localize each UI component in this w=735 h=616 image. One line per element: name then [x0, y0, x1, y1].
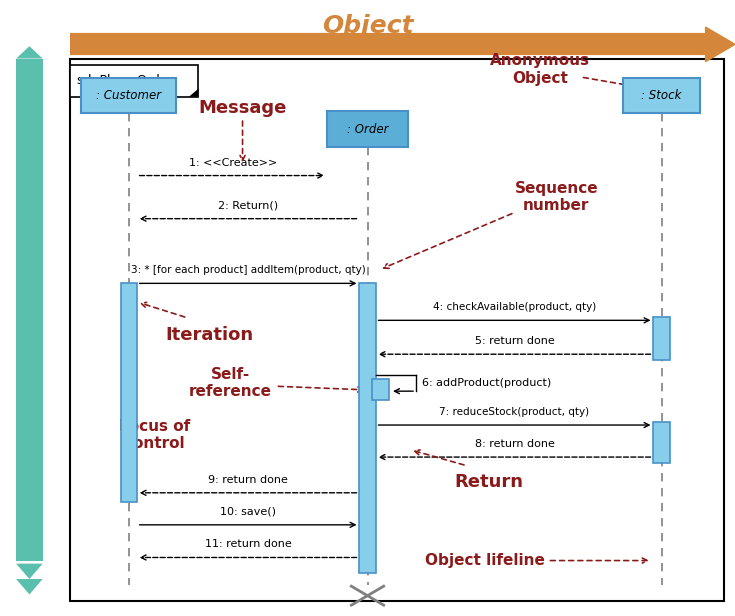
Text: Anonymous
Object: Anonymous Object	[490, 54, 590, 86]
Polygon shape	[706, 27, 735, 62]
Text: : Customer: : Customer	[96, 89, 161, 102]
FancyBboxPatch shape	[653, 422, 670, 463]
Text: 3: * [for each product] addItem(product, qty): 3: * [for each product] addItem(product,…	[131, 265, 365, 275]
FancyBboxPatch shape	[327, 111, 408, 147]
Polygon shape	[189, 89, 198, 97]
FancyBboxPatch shape	[373, 379, 389, 400]
Text: 6: addProduct(product): 6: addProduct(product)	[422, 378, 551, 388]
Text: 11: return done: 11: return done	[204, 540, 292, 549]
Text: 9: return done: 9: return done	[208, 475, 288, 485]
Text: 7: reduceStock(product, qty): 7: reduceStock(product, qty)	[440, 407, 589, 417]
FancyBboxPatch shape	[81, 78, 176, 113]
Text: 1: <<Create>>: 1: <<Create>>	[189, 158, 278, 168]
FancyBboxPatch shape	[70, 59, 724, 601]
Text: 8: return done: 8: return done	[475, 439, 554, 449]
Polygon shape	[16, 564, 43, 579]
Text: Return: Return	[454, 473, 523, 491]
Polygon shape	[16, 46, 43, 59]
Text: sd  Place Order: sd Place Order	[77, 74, 173, 87]
Text: 2: Return(): 2: Return()	[218, 201, 278, 211]
Text: Object lifeline: Object lifeline	[425, 553, 545, 568]
Text: 5: return done: 5: return done	[475, 336, 554, 346]
FancyBboxPatch shape	[653, 317, 670, 360]
Text: Sequence
number: Sequence number	[514, 181, 598, 213]
Text: Message: Message	[198, 99, 287, 117]
Text: 4: checkAvailable(product, qty): 4: checkAvailable(product, qty)	[433, 302, 596, 312]
Text: : Stock: : Stock	[642, 89, 681, 102]
Text: : Order: : Order	[347, 123, 388, 136]
FancyBboxPatch shape	[70, 65, 198, 97]
Text: Object: Object	[322, 14, 413, 38]
FancyBboxPatch shape	[359, 283, 376, 573]
Text: Self-
reference: Self- reference	[189, 367, 272, 399]
Text: Iteration: Iteration	[165, 326, 254, 344]
Text: Focus of
control: Focus of control	[119, 419, 190, 452]
FancyBboxPatch shape	[623, 78, 700, 113]
Polygon shape	[16, 579, 43, 594]
Text: Time: Time	[20, 281, 39, 335]
FancyBboxPatch shape	[16, 59, 43, 561]
FancyBboxPatch shape	[121, 283, 137, 502]
Text: 10: save(): 10: save()	[220, 507, 276, 517]
